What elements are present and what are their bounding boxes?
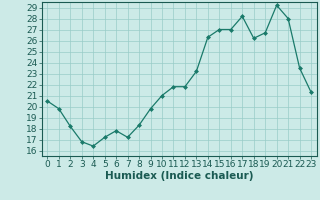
X-axis label: Humidex (Indice chaleur): Humidex (Indice chaleur) (105, 171, 253, 181)
